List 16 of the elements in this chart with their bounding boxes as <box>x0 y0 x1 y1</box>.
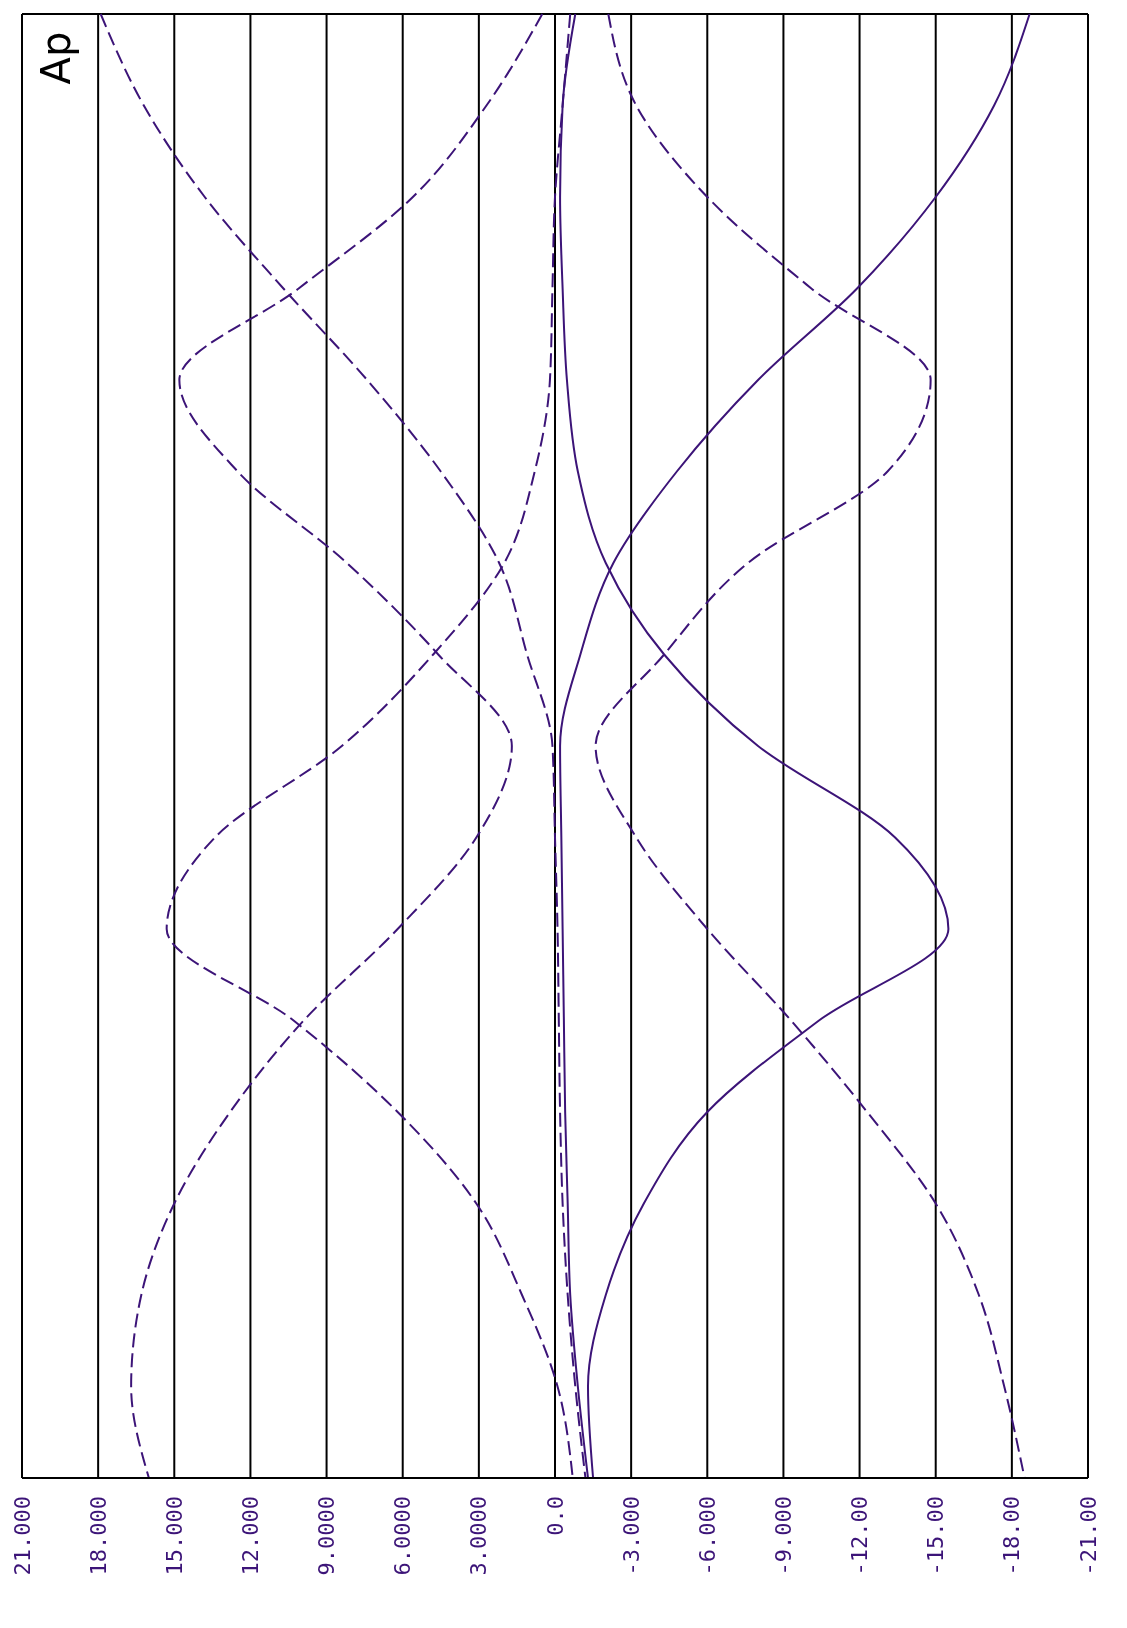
x-tick-label: 6.0000 <box>390 1496 416 1576</box>
x-tick-label: -6.000 <box>694 1496 720 1576</box>
annotation: Ap <box>33 31 80 85</box>
x-tick-label: -12.00 <box>847 1496 873 1576</box>
x-tick-label: -3.000 <box>618 1496 644 1576</box>
x-tick-label: -21.00 <box>1075 1496 1101 1576</box>
x-tick-label: 15.000 <box>161 1496 187 1576</box>
x-tick-label: -9.000 <box>770 1496 796 1576</box>
x-tick-label: 12.000 <box>237 1496 263 1576</box>
x-tick-label: -18.00 <box>999 1496 1025 1576</box>
x-tick-label: 21.000 <box>9 1496 35 1576</box>
x-tick-label: 9.0000 <box>314 1496 340 1576</box>
x-tick-label: 3.0000 <box>466 1496 492 1576</box>
x-tick-label: -15.00 <box>923 1496 949 1576</box>
x-tick-label: 0.0 <box>542 1496 568 1536</box>
x-tick-label: 18.000 <box>85 1496 111 1576</box>
